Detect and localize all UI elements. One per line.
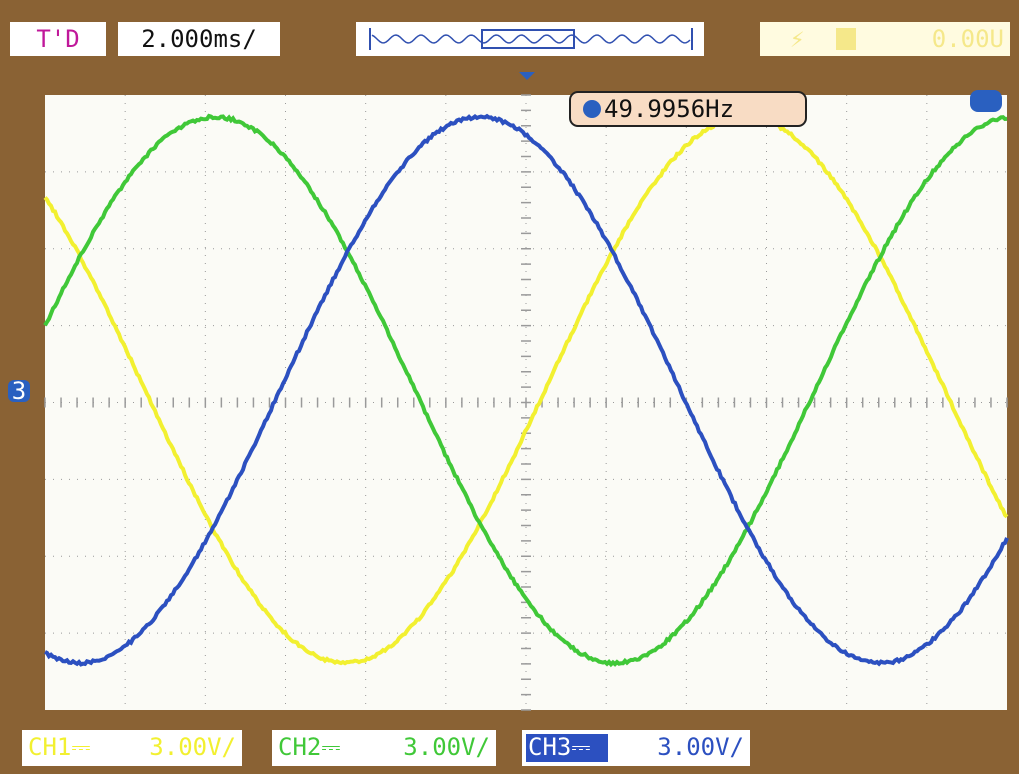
trigger-marker [970, 90, 1002, 112]
trigger-source-icon [836, 28, 856, 50]
timebase-text: 2.000ms/ [141, 25, 257, 53]
ch3-marker-text: 3 [12, 377, 26, 405]
ch1-label: CH1⎓ [28, 733, 91, 761]
oscilloscope-screen: T'D 2.000ms/ ⚡ 0.00U 49.9956Hz 3 CH1⎓ 3.… [0, 0, 1019, 774]
frequency-text: 49.9956Hz [604, 95, 734, 123]
ch3-scale: 3.00V/ [657, 733, 744, 761]
ch1-scale: 3.00V/ [149, 733, 236, 761]
page: {"header": {"mode": "T'D", "timebase": "… [0, 0, 1019, 774]
ch3-label: CH3⎓ [528, 733, 591, 761]
ch2-scale: 3.00V/ [403, 733, 490, 761]
ch2-label: CH2⎓ [278, 733, 341, 761]
frequency-icon [583, 100, 601, 118]
memory-bar [356, 22, 704, 56]
trigger-level-text: 0.00U [932, 25, 1004, 53]
mode-text: T'D [36, 25, 79, 53]
trigger-edge-icon: ⚡ [790, 25, 804, 53]
